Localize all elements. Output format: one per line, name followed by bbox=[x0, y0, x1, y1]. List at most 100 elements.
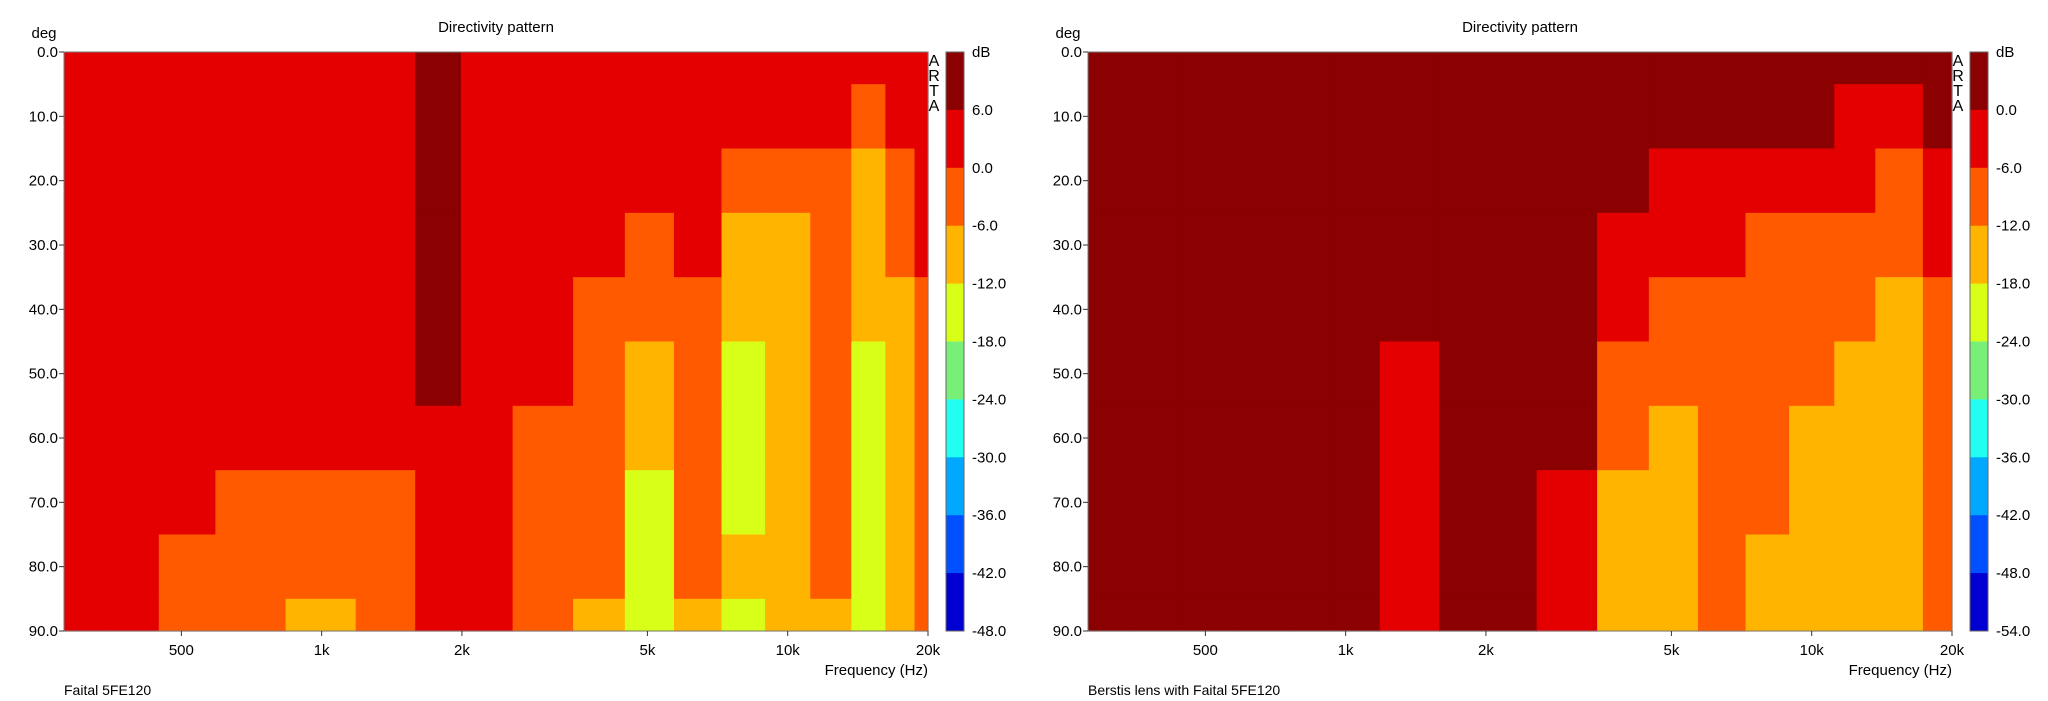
heatmap-cell bbox=[1329, 52, 1381, 85]
heatmap-cell bbox=[1875, 212, 1924, 278]
heatmap-cell bbox=[765, 148, 811, 214]
heatmap-cell bbox=[721, 148, 766, 214]
heatmap-cell bbox=[1875, 52, 1924, 85]
heatmap-cell bbox=[107, 470, 160, 536]
directivity-chart-berstis-lens: Directivity pattern deg 0.0 10.0 20.0 30.0 40.… bbox=[1024, 0, 2048, 701]
heatmap-cell bbox=[415, 470, 462, 536]
heatmap-cell bbox=[415, 84, 462, 150]
heatmap-cell bbox=[1789, 148, 1835, 214]
heatmap-cell bbox=[64, 341, 108, 407]
heatmap-cell bbox=[673, 405, 723, 471]
heatmap-cell bbox=[1745, 598, 1790, 632]
heatmap-cell bbox=[355, 277, 416, 343]
heatmap-cell bbox=[914, 598, 929, 632]
heatmap-cell bbox=[158, 470, 216, 536]
heatmap-cell bbox=[1922, 52, 1953, 85]
heatmap-cell bbox=[355, 52, 416, 85]
heatmap-cell bbox=[1697, 212, 1747, 278]
heatmap-cell bbox=[355, 84, 416, 150]
heatmap-cell bbox=[1439, 277, 1486, 343]
heatmap-cell bbox=[512, 405, 574, 471]
heatmap-cell bbox=[1329, 148, 1381, 214]
colorbar-label: -30.0 bbox=[1996, 391, 2030, 408]
heatmap-cell bbox=[851, 277, 886, 343]
heatmap-cell bbox=[851, 598, 886, 632]
y-tick-label: 20.0 bbox=[1053, 173, 1082, 190]
heatmap-cell bbox=[355, 341, 416, 407]
colorbar-label: -36.0 bbox=[1996, 449, 2030, 466]
colorbar-label: -42.0 bbox=[972, 565, 1006, 582]
heatmap-cell bbox=[765, 470, 811, 536]
y-axis-label: deg bbox=[31, 25, 56, 42]
colorbar-label: 6.0 bbox=[972, 102, 993, 119]
heatmap-cell bbox=[215, 534, 287, 600]
colorbar-label: -18.0 bbox=[972, 334, 1006, 351]
heatmap-cell bbox=[1834, 598, 1876, 632]
heatmap-cell bbox=[1648, 84, 1699, 150]
heatmap-cell bbox=[885, 341, 916, 407]
heatmap-cell bbox=[1597, 470, 1650, 536]
y-tick-label: 10.0 bbox=[1053, 108, 1082, 125]
heatmap-cell bbox=[285, 341, 357, 407]
heatmap-cell bbox=[215, 212, 287, 278]
heatmap-cell bbox=[573, 52, 626, 85]
heatmap-cell bbox=[1745, 534, 1790, 600]
y-tick-label: 90.0 bbox=[1053, 623, 1082, 640]
heatmap-cell bbox=[1239, 52, 1294, 85]
heatmap-cell bbox=[460, 148, 514, 214]
heatmap-cell bbox=[673, 534, 723, 600]
heatmap-cell bbox=[512, 148, 574, 214]
heatmap-cell bbox=[285, 470, 357, 536]
heatmap-cell bbox=[721, 277, 766, 343]
heatmap-cell bbox=[624, 598, 675, 632]
heatmap-cell bbox=[1239, 148, 1294, 214]
colorbar-swatch bbox=[946, 515, 964, 574]
heatmap-cell bbox=[573, 470, 626, 536]
directivity-chart-faital: Directivity pattern deg 0.0 10.0 20.0 30.0 40.… bbox=[29, 19, 1006, 698]
colorbar-label: -48.0 bbox=[972, 623, 1006, 640]
heatmap-cell bbox=[1789, 598, 1835, 632]
colorbar-swatch bbox=[946, 399, 964, 458]
heatmap-cell bbox=[573, 277, 626, 343]
heatmap-cell bbox=[215, 148, 287, 214]
heatmap-cell bbox=[512, 534, 574, 600]
heatmap-cell bbox=[355, 212, 416, 278]
heatmap-cell bbox=[1182, 470, 1240, 536]
heatmap-cell bbox=[415, 534, 462, 600]
heatmap-cell bbox=[1379, 277, 1440, 343]
heatmap-cell bbox=[851, 470, 886, 536]
heatmap-cell bbox=[721, 598, 766, 632]
heatmap-cell bbox=[512, 212, 574, 278]
heatmap-cell bbox=[158, 212, 216, 278]
y-tick-label: 60.0 bbox=[1053, 430, 1082, 447]
heatmap-cell bbox=[1745, 84, 1790, 150]
colorbar-swatch bbox=[946, 167, 964, 227]
heatmap-cell bbox=[1182, 277, 1240, 343]
heatmap-cell bbox=[460, 277, 514, 343]
heatmap-cell bbox=[1875, 84, 1924, 150]
heatmap-cell bbox=[1088, 341, 1132, 407]
colorbar-swatch bbox=[1970, 109, 1988, 169]
y-tick-label: 30.0 bbox=[29, 237, 58, 254]
heatmap-cell bbox=[1789, 405, 1835, 471]
heatmap-cell bbox=[215, 598, 287, 632]
x-tick-label: 1k bbox=[1338, 642, 1354, 659]
heatmap-cell bbox=[1834, 341, 1876, 407]
heatmap-cell bbox=[1131, 341, 1184, 407]
heatmap-cell bbox=[810, 148, 852, 214]
heatmap-cell bbox=[1088, 52, 1132, 85]
heatmap-cell bbox=[765, 277, 811, 343]
heatmap-cell bbox=[810, 341, 852, 407]
x-tick-label: 5k bbox=[1663, 642, 1679, 659]
heatmap-cell bbox=[1597, 598, 1650, 632]
y-tick-label: 50.0 bbox=[29, 366, 58, 383]
heatmap-cell bbox=[1379, 470, 1440, 536]
heatmap-cell bbox=[1239, 405, 1294, 471]
colorbar-unit: dB bbox=[972, 44, 990, 61]
heatmap-cell bbox=[460, 52, 514, 85]
heatmap-cell bbox=[1088, 598, 1132, 632]
heatmap-cell bbox=[158, 84, 216, 150]
heatmap-cell bbox=[1789, 470, 1835, 536]
heatmap-cell bbox=[64, 84, 108, 150]
